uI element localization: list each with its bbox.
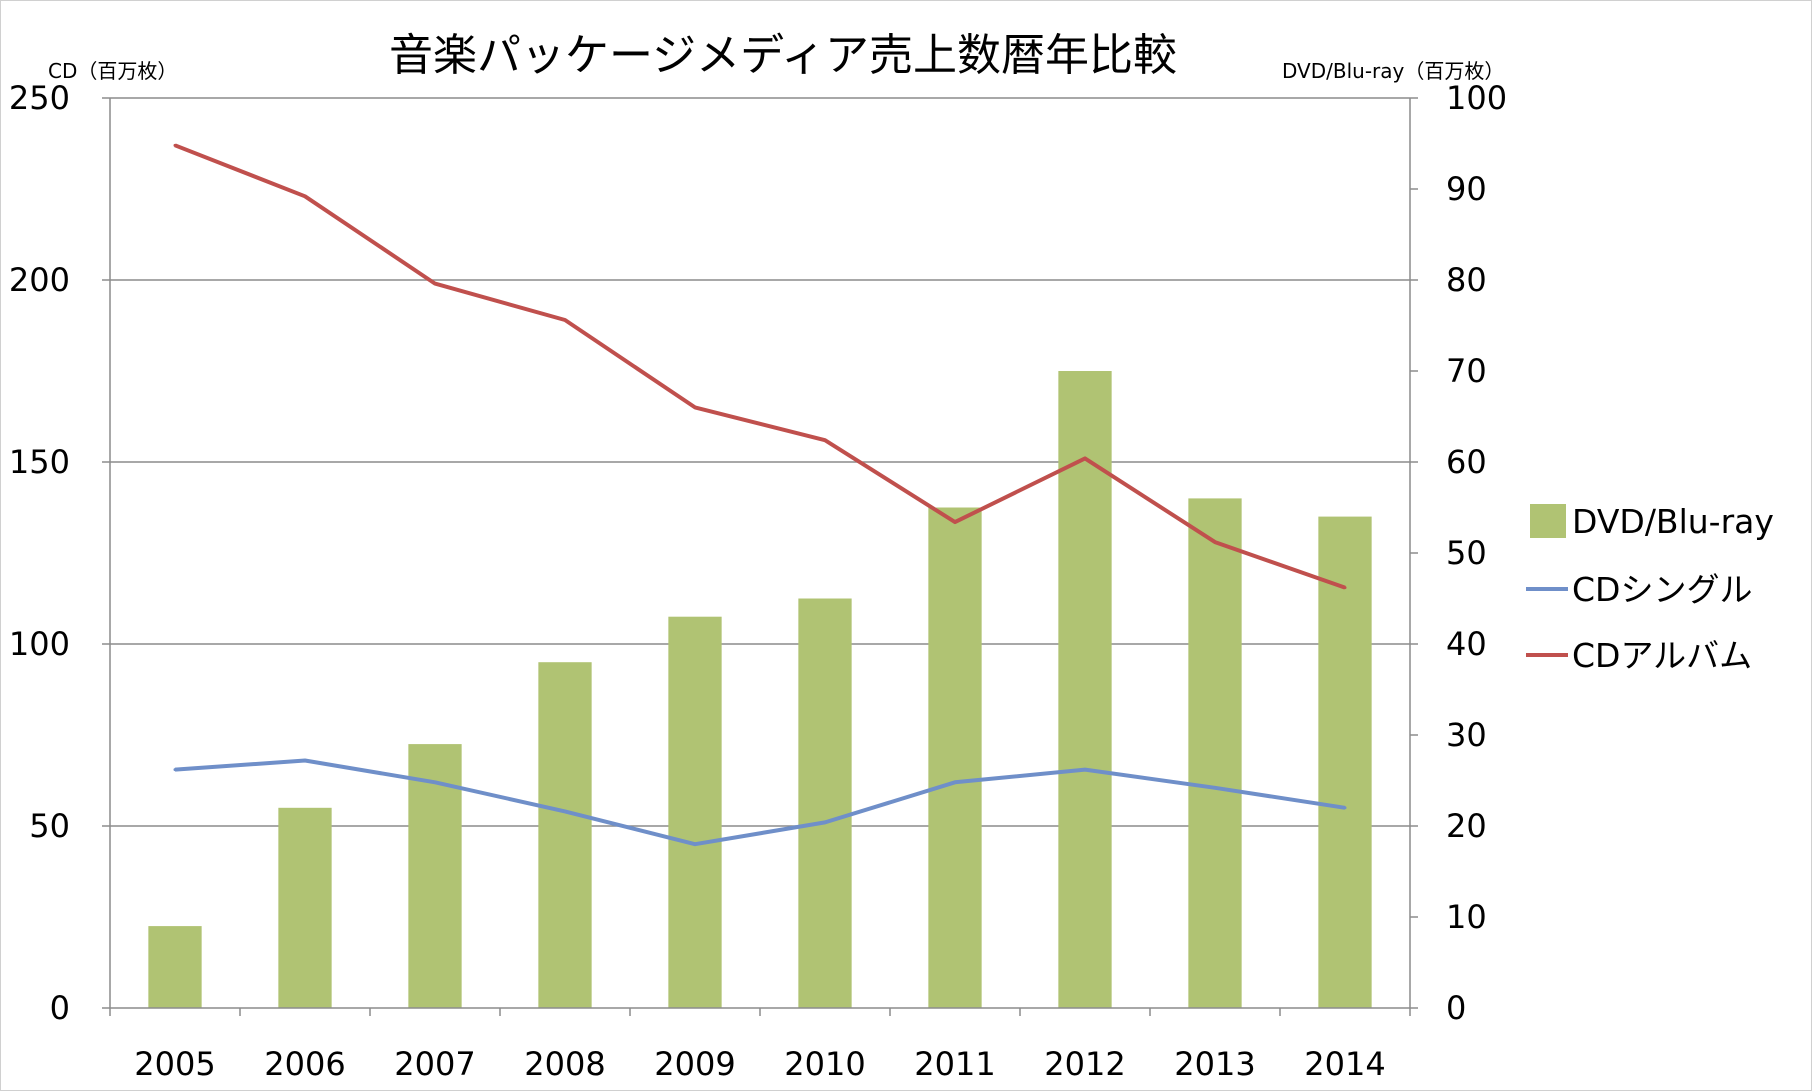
point-CDアルバム-2014 [1343,586,1347,590]
right-axis-label: DVD/Blu-ray（百万枚） [1282,59,1504,83]
bar-2006 [278,807,332,1008]
right-tick-label: 20 [1446,807,1487,845]
x-tick-label: 2013 [1174,1045,1255,1083]
point-CDシングル-2008 [563,809,567,813]
x-tick-label: 2007 [394,1045,475,1083]
right-tick-label: 30 [1446,716,1487,754]
right-tick-labels: 0 10 20 30 40 50 60 70 80 90 100 [1446,79,1507,1027]
bar-2009 [668,616,722,1008]
point-CDアルバム-2013 [1213,540,1217,544]
bar-2010 [798,598,852,1008]
legend-label: CDアルバム [1572,636,1752,675]
point-CDアルバム-2005 [173,143,177,147]
point-CDシングル-2009 [693,842,697,846]
chart-title: 音楽パッケージメディア売上数暦年比較 [389,30,1177,81]
point-CDシングル-2012 [1083,768,1087,772]
right-tick-label: 0 [1446,989,1466,1027]
point-CDシングル-2007 [433,780,437,784]
left-tick-label: 250 [9,79,70,117]
left-tick-label: 100 [9,625,70,663]
bar-series [148,371,1372,1008]
x-tick-label: 2006 [264,1045,345,1083]
bar-2014 [1318,516,1372,1008]
point-CDシングル-2006 [303,758,307,762]
left-axis-label: CD（百万枚） [48,59,177,83]
point-CDアルバム-2006 [303,194,307,198]
point-CDシングル-2010 [823,820,827,824]
left-tick-label: 200 [9,261,70,299]
x-tick-label: 2011 [914,1045,995,1083]
bar-2012 [1058,371,1112,1008]
point-CDシングル-2011 [953,780,957,784]
point-CDシングル-2014 [1343,806,1347,810]
legend: DVD/Blu-ray CDシングル CDアルバム [1526,502,1774,675]
x-tick-label: 2012 [1044,1045,1125,1083]
bar-2005 [148,926,202,1008]
x-tick-label: 2009 [654,1045,735,1083]
point-CDアルバム-2012 [1083,456,1087,460]
point-CDアルバム-2008 [563,318,567,322]
point-CDシングル-2005 [173,768,177,772]
right-tick-label: 10 [1446,898,1487,936]
right-tick-label: 90 [1446,170,1487,208]
left-tick-label: 0 [50,989,70,1027]
bar-2008 [538,662,592,1008]
point-CDアルバム-2011 [953,520,957,524]
x-tick-label: 2008 [524,1045,605,1083]
line-CDシングル [174,758,1346,847]
point-CDシングル-2013 [1213,786,1217,790]
axes [102,97,1418,1016]
bar-2013 [1188,498,1242,1008]
point-CDアルバム-2007 [433,282,437,286]
right-tick-label: 50 [1446,534,1487,572]
left-tick-labels: 0 50 100 150 200 250 [9,79,70,1027]
point-CDアルバム-2009 [693,405,697,409]
x-tick-label: 2014 [1304,1045,1385,1083]
point-CDアルバム-2010 [823,438,827,442]
x-tick-labels: 2005 2006 2007 2008 2009 2010 2011 2012 2013 2014 [134,1045,1385,1083]
left-tick-label: 150 [9,443,70,481]
right-tick-label: 80 [1446,261,1487,299]
x-tick-label: 2005 [134,1045,215,1083]
legend-swatch-DVD/Blu-ray [1530,504,1566,538]
right-tick-label: 40 [1446,625,1487,663]
legend-label: CDシングル [1572,570,1752,609]
right-tick-label: 70 [1446,352,1487,390]
right-tick-label: 60 [1446,443,1487,481]
bar-2011 [928,507,982,1008]
left-tick-label: 50 [29,807,70,845]
legend-label: DVD/Blu-ray [1572,502,1774,541]
line-series [173,143,1347,847]
line-CDアルバム [174,143,1346,590]
right-tick-label: 100 [1446,79,1507,117]
x-tick-label: 2010 [784,1045,865,1083]
